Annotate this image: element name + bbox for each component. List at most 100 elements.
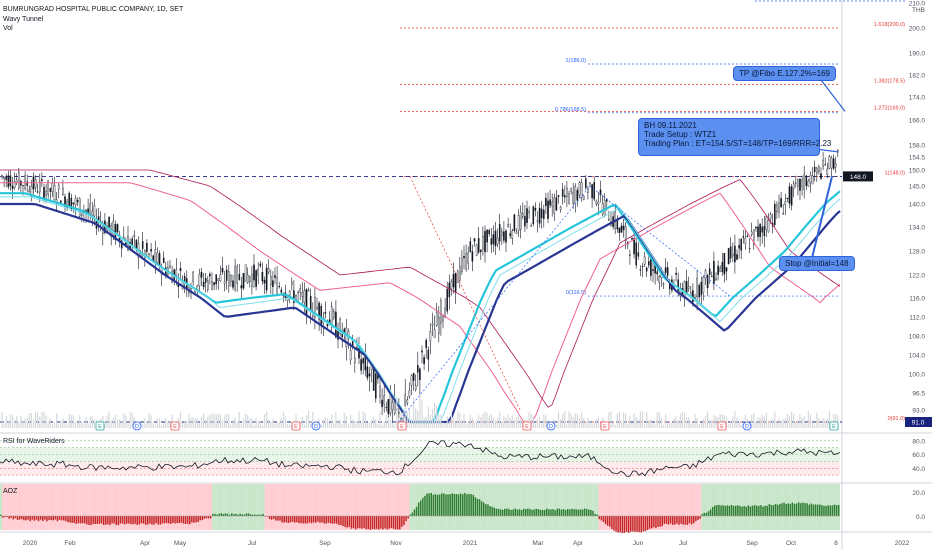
volume-bar [268, 419, 270, 428]
volume-bar [245, 413, 247, 428]
aoz-histogram-bar [317, 516, 319, 522]
aoz-histogram-bar [646, 516, 649, 530]
stop-callout[interactable]: Stop @Initial=148 [779, 256, 855, 271]
candle-body [820, 173, 822, 179]
aoz-histogram-bar [144, 516, 147, 525]
aoz-histogram-bar [667, 516, 670, 525]
candle-body [301, 292, 304, 297]
candle-body [765, 216, 768, 230]
volume-bar [217, 414, 219, 428]
aoz-histogram-bar [21, 516, 23, 519]
aoz-background-stripe [623, 484, 626, 530]
candle-body [526, 208, 528, 223]
aoz-background-stripe [42, 484, 45, 530]
aoz-histogram-bar [430, 492, 432, 516]
aoz-histogram-bar [136, 516, 138, 525]
volume-bar [335, 412, 337, 428]
aoz-background-stripe [249, 484, 252, 530]
aoz-background-stripe [254, 484, 257, 530]
aoz-histogram-bar [604, 516, 607, 525]
price-tick-label: 174.0 [909, 95, 926, 102]
candle-body [685, 281, 688, 294]
tp-callout[interactable]: TP @Fibo E.127.2%=169 [733, 66, 836, 81]
aoz-background-stripe [228, 484, 231, 530]
aoz-background-stripe [499, 484, 502, 530]
aoz-histogram-bar [466, 494, 468, 516]
aoz-background-stripe [191, 484, 194, 530]
aoz-background-stripe [327, 484, 330, 530]
volume-bar [79, 415, 81, 428]
aoz-histogram-bar [289, 516, 292, 523]
dividend-marker [546, 421, 556, 431]
aoz-background-stripe [178, 484, 181, 530]
volume-bar [455, 422, 457, 428]
aoz-histogram-bar [781, 503, 783, 516]
volume-bar [28, 412, 30, 428]
aoz-histogram-bar [651, 516, 653, 529]
aoz-background-stripe [16, 484, 19, 530]
candle-body [253, 264, 255, 281]
ma-slow-pink [0, 182, 841, 423]
aoz-histogram-bar [672, 516, 674, 525]
volume-bar [114, 414, 116, 428]
aoz-histogram-bar [821, 505, 823, 516]
aoz-histogram-bar [302, 516, 304, 524]
event-marker-label: D [549, 424, 553, 430]
candle-body [608, 219, 610, 221]
aoz-background-stripe [405, 484, 408, 530]
aoz-background-stripe [348, 484, 351, 530]
volume-bar [690, 423, 692, 428]
candle-body [555, 197, 558, 211]
volume-bar [215, 413, 217, 428]
aoz-histogram-bar [350, 516, 353, 529]
volume-bar [736, 417, 738, 428]
volume-bar [614, 424, 616, 428]
fib-level-label: 0(91.0) [888, 416, 906, 422]
trade-plan-callout[interactable]: BH 09.11.2021 Trade Setup : WTZ1 Trading… [638, 118, 831, 156]
volume-bar [341, 424, 343, 428]
aoz-histogram-bar [449, 494, 451, 516]
volume-bar [763, 416, 765, 428]
volume-bar [461, 419, 463, 428]
candle-body [805, 175, 808, 186]
aoz-background-stripe [380, 484, 383, 530]
candle-body [471, 251, 474, 262]
volume-bar [501, 421, 503, 428]
candle-body [711, 275, 713, 278]
aoz-histogram-bar [151, 516, 153, 525]
aoz-histogram-bar [294, 516, 296, 523]
aoz-background-stripe [501, 484, 504, 530]
aoz-histogram-bar [203, 516, 206, 519]
volume-bar [345, 415, 347, 428]
aoz-histogram-bar [697, 516, 699, 520]
candle-body [343, 328, 346, 333]
aoz-histogram-bar [714, 505, 716, 516]
aoz-background-stripe [193, 484, 196, 530]
aoz-histogram-bar [724, 505, 726, 516]
candle-body [780, 198, 782, 208]
volume-bar [278, 422, 280, 428]
aoz-histogram-bar [312, 516, 315, 523]
candle-body [11, 185, 14, 189]
aoz-histogram-bar [199, 516, 201, 521]
candle-body [274, 275, 276, 278]
aoz-histogram-bar [609, 516, 611, 527]
volume-bar [53, 422, 56, 428]
aoz-histogram-bar [128, 516, 130, 524]
candle-body [595, 200, 598, 205]
aoz-histogram-bar [739, 505, 741, 516]
aoz-background-stripe [317, 484, 320, 530]
volume-bar [194, 418, 196, 428]
volume-bar [803, 415, 805, 428]
volume-bar [284, 416, 287, 428]
aoz-histogram-bar [174, 516, 176, 524]
aoz-background-stripe [214, 484, 217, 530]
volume-bar [375, 419, 377, 428]
candle-body [454, 272, 457, 293]
aoz-histogram-bar [735, 505, 737, 516]
candle-body [696, 278, 698, 297]
candle-body [761, 226, 763, 233]
candle-body [807, 180, 810, 187]
